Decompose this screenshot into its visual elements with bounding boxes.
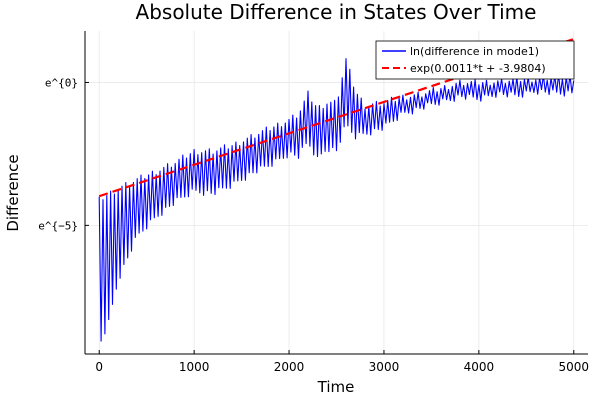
legend-label-fit: exp(0.0011*t + -3.9804) xyxy=(410,62,546,75)
x-tick-label-5: 5000 xyxy=(558,360,589,374)
y-tick-label-1: e^{−5} xyxy=(38,219,78,232)
axes: 0 1000 2000 3000 4000 5000 e^{0} e^{−5} xyxy=(38,31,589,374)
series-layer xyxy=(98,37,575,342)
legend-label-mode1: ln(difference in mode1) xyxy=(410,45,539,58)
y-tick-label-0: e^{0} xyxy=(45,76,78,89)
x-axis-label: Time xyxy=(317,378,355,396)
y-axis-label: Difference xyxy=(4,154,22,231)
x-tick-label-1: 1000 xyxy=(179,360,210,374)
chart-title: Absolute Difference in States Over Time xyxy=(136,0,537,24)
x-tick-label-4: 4000 xyxy=(464,360,495,374)
legend: ln(difference in mode1) exp(0.0011*t + -3… xyxy=(375,40,575,80)
x-tick-label-2: 2000 xyxy=(274,360,305,374)
grid xyxy=(85,31,588,354)
series-line-mode1 xyxy=(98,58,575,342)
x-tick-label-0: 0 xyxy=(95,360,103,374)
x-tick-label-3: 3000 xyxy=(369,360,400,374)
legend-box xyxy=(375,40,575,80)
